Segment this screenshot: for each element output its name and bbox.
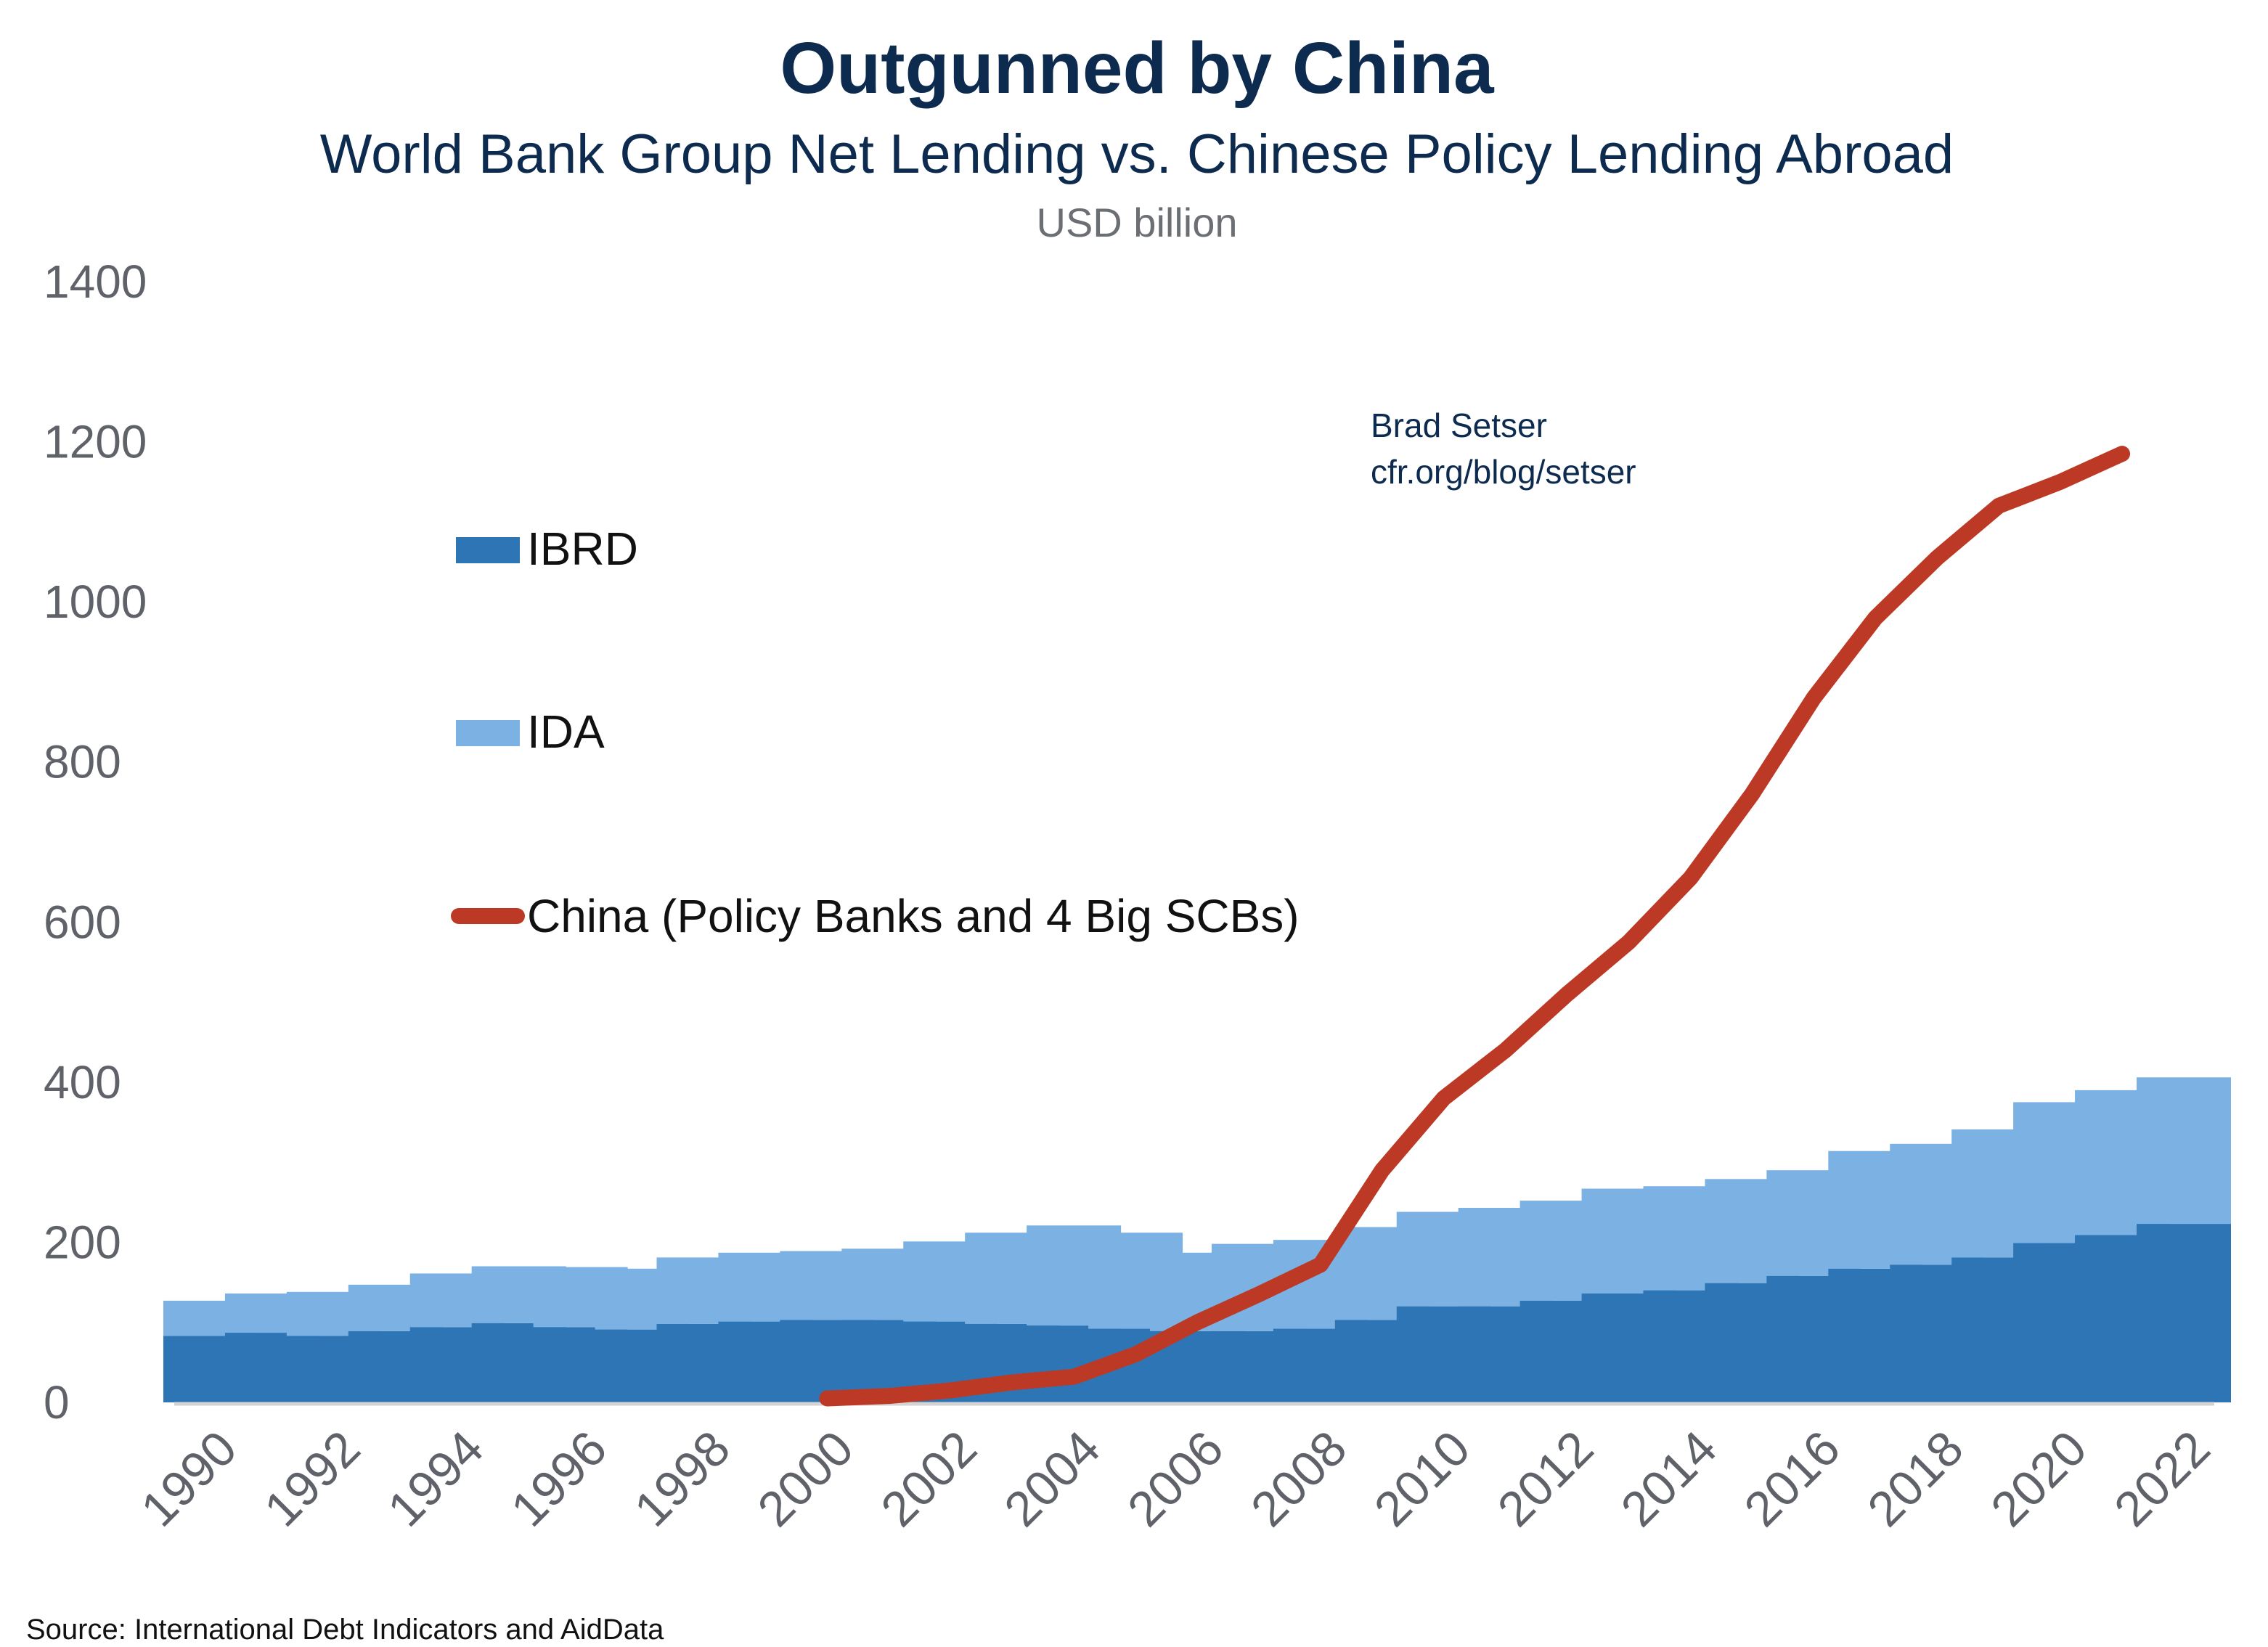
x-tick-label: 2004 xyxy=(994,1421,1111,1537)
bar-ida-2022 xyxy=(2137,1077,2231,1225)
china-line xyxy=(819,446,2131,1407)
y-tick-label: 600 xyxy=(44,896,121,948)
x-tick-label: 2008 xyxy=(1241,1421,1358,1537)
x-tick-label: 2022 xyxy=(2104,1421,2221,1537)
x-tick-label: 2012 xyxy=(1488,1421,1604,1537)
y-tick-label: 200 xyxy=(44,1216,121,1268)
y-tick-label: 800 xyxy=(44,736,121,788)
legend-label-china: China (Policy Banks and 4 Big SCBs) xyxy=(527,890,1300,942)
x-tick-label: 2010 xyxy=(1364,1421,1481,1537)
legend: IBRD IDA China (Policy Banks and 4 Big S… xyxy=(451,523,1300,942)
x-tick-label: 1996 xyxy=(501,1421,618,1537)
y-tick-label: 1400 xyxy=(44,256,147,308)
x-tick-label: 2016 xyxy=(1734,1421,1851,1537)
x-tick-label: 1992 xyxy=(254,1421,371,1537)
y-tick-label: 1200 xyxy=(44,416,147,468)
x-tick-label: 2014 xyxy=(1610,1421,1727,1537)
x-tick-label: 2000 xyxy=(747,1421,864,1537)
bars xyxy=(163,1077,2231,1402)
y-tick-label: 0 xyxy=(44,1376,70,1429)
source-note: Source: International Debt Indicators an… xyxy=(26,1614,664,1646)
x-axis: 1990 1992 1994 1996 1998 2000 2002 2004 2006 2008… xyxy=(131,1421,2221,1537)
bar-ibrd-2022 xyxy=(2137,1224,2231,1402)
legend-swatch-ida xyxy=(456,720,520,746)
y-tick-label: 1000 xyxy=(44,576,147,628)
china-line-layer xyxy=(819,446,2131,1407)
y-unit-label: USD billion xyxy=(1037,200,1238,245)
x-tick-label: 1994 xyxy=(378,1421,494,1537)
x-tick-label: 2020 xyxy=(1981,1421,2097,1537)
y-tick-label: 400 xyxy=(44,1056,121,1108)
blog-annotation: cfr.org/blog/setser xyxy=(1371,453,1636,491)
chart-title: Outgunned by China xyxy=(780,28,1495,109)
legend-swatch-ibrd xyxy=(456,537,520,563)
legend-label-ibrd: IBRD xyxy=(527,523,638,575)
legend-label-ida: IDA xyxy=(527,706,605,758)
x-tick-label: 2002 xyxy=(870,1421,987,1537)
x-tick-label: 1998 xyxy=(624,1421,741,1537)
y-axis: 0 200 400 600 800 1000 1200 1400 xyxy=(44,256,147,1429)
x-tick-label: 2006 xyxy=(1117,1421,1234,1537)
x-tick-label: 2018 xyxy=(1857,1421,1974,1537)
author-annotation: Brad Setser xyxy=(1371,406,1547,444)
x-tick-label: 1990 xyxy=(131,1421,248,1537)
chart-subtitle: World Bank Group Net Lending vs. Chinese… xyxy=(320,123,1954,185)
